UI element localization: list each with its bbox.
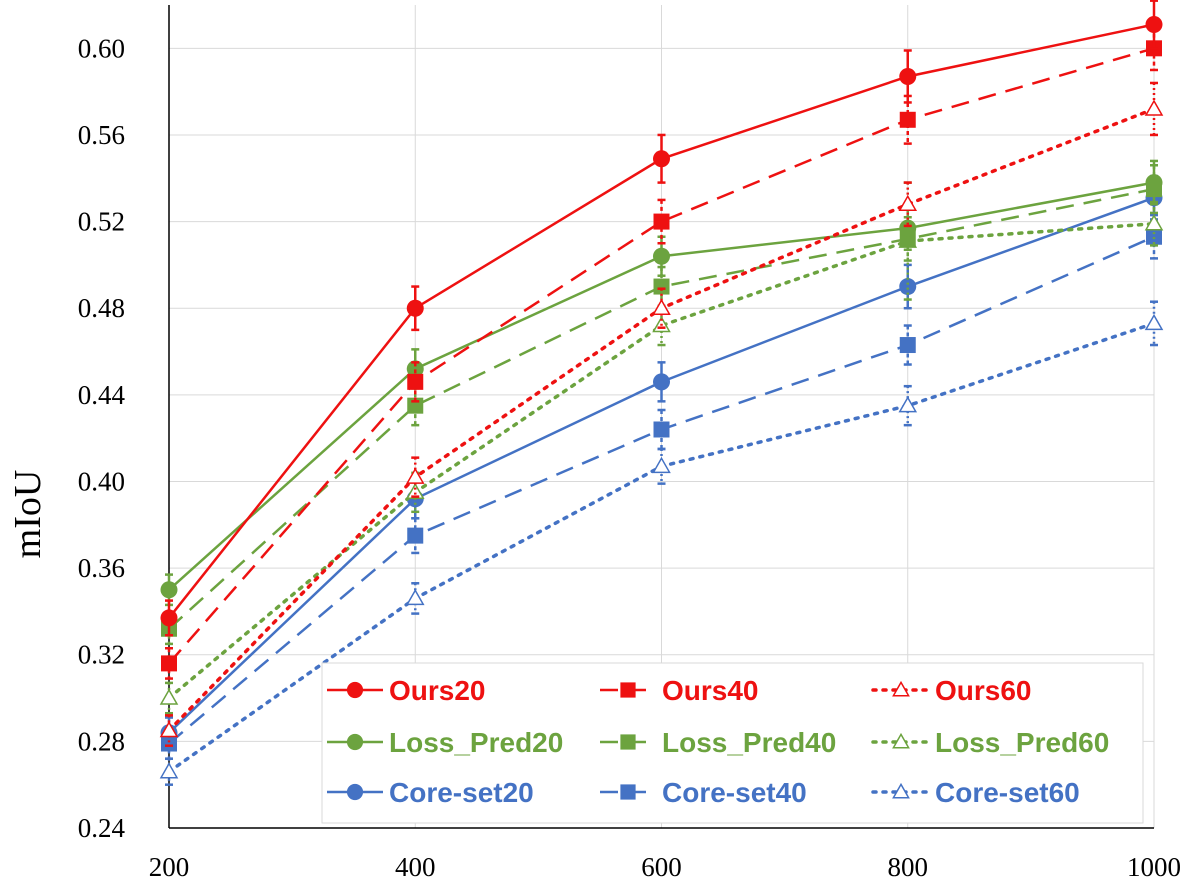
legend-item-loss_pred20: Loss_Pred20 <box>327 727 563 758</box>
y-axis-title: mIoU <box>7 470 49 559</box>
legend-item-ours60: Ours60 <box>871 675 1032 706</box>
data-point <box>653 421 670 438</box>
data-point <box>899 67 917 85</box>
data-point <box>160 609 178 627</box>
legend-marker <box>892 782 910 799</box>
legend-item-core-set40: Core-set40 <box>600 777 807 808</box>
y-tick-labels: 0.24 0.28 0.32 0.36 0.40 0.44 0.48 0.52 0.56 0.60 <box>78 33 126 843</box>
data-point <box>653 213 670 230</box>
y-tick-label: 0.60 <box>78 33 125 63</box>
data-point <box>405 467 425 484</box>
y-tick-label: 0.56 <box>78 120 125 150</box>
data-point <box>899 219 917 237</box>
data-point <box>407 373 424 390</box>
data-point <box>161 655 177 672</box>
legend-label: Core-set60 <box>935 777 1080 808</box>
legend-marker <box>892 680 910 697</box>
data-point <box>1145 174 1163 192</box>
data-point <box>1144 313 1164 331</box>
data-point <box>159 721 179 738</box>
data-point <box>160 581 178 599</box>
data-point <box>898 396 918 413</box>
legend-marker <box>346 733 364 751</box>
data-point <box>652 456 671 474</box>
legend-item-loss_pred40: Loss_Pred40 <box>600 727 836 758</box>
legend-label: Loss_Pred20 <box>389 727 563 758</box>
data-point <box>159 762 179 779</box>
legend-marker <box>346 681 364 699</box>
data-point <box>653 278 670 295</box>
data-point <box>653 373 670 391</box>
data-point <box>405 482 425 500</box>
legend-label: Core-set40 <box>662 777 807 808</box>
y-tick-label: 0.44 <box>78 380 126 410</box>
data-point <box>406 299 424 317</box>
legend-marker <box>620 682 636 698</box>
legend-label: Loss_Pred60 <box>935 727 1109 758</box>
x-tick-label: 600 <box>641 852 682 882</box>
data-point <box>1144 214 1164 231</box>
data-point <box>159 688 179 705</box>
data-point <box>652 298 671 315</box>
legend-marker <box>892 732 910 749</box>
series-line <box>168 47 1155 665</box>
legend-item-ours40: Ours40 <box>600 675 759 706</box>
legend-label: Ours40 <box>662 675 759 706</box>
data-point <box>406 360 424 378</box>
y-tick-label: 0.52 <box>78 207 125 237</box>
x-tick-label: 800 <box>888 852 929 882</box>
legend: Ours20 Ours40 Ours60 Loss_Pred20 Loss_Pred40… <box>321 662 1144 824</box>
data-point <box>1145 15 1163 33</box>
data-point <box>407 527 424 544</box>
y-tick-label: 0.24 <box>78 813 126 843</box>
data-point <box>899 278 917 296</box>
y-tick-label: 0.32 <box>78 640 125 670</box>
x-tick-label: 200 <box>149 852 190 882</box>
data-point <box>653 150 670 168</box>
series-group <box>159 0 1164 786</box>
legend-label: Ours20 <box>389 675 486 706</box>
legend-item-core-set20: Core-set20 <box>327 777 534 808</box>
series-ours20 <box>160 0 1163 637</box>
series-ours60 <box>159 81 1164 747</box>
legend-label: Ours60 <box>935 675 1032 706</box>
x-tick-labels: 200 400 600 800 1000 <box>149 852 1181 882</box>
data-point <box>1144 99 1164 116</box>
data-point <box>405 588 425 606</box>
data-point <box>1146 228 1162 245</box>
x-tick-label: 400 <box>395 852 436 882</box>
data-point <box>653 247 670 265</box>
legend-box <box>321 662 1144 824</box>
data-point <box>899 111 916 128</box>
legend-item-ours20: Ours20 <box>327 675 486 706</box>
x-tick-label: 1000 <box>1127 852 1181 882</box>
legend-marker <box>620 784 636 800</box>
legend-marker <box>346 783 364 801</box>
legend-item-loss_pred60: Loss_Pred60 <box>871 727 1109 758</box>
legend-item-core-set60: Core-set60 <box>871 777 1080 808</box>
data-point <box>898 194 918 212</box>
y-tick-label: 0.28 <box>78 726 125 756</box>
y-tick-label: 0.48 <box>78 293 125 323</box>
data-point <box>899 337 916 354</box>
y-tick-label: 0.40 <box>78 466 125 496</box>
legend-label: Loss_Pred40 <box>662 727 836 758</box>
legend-label: Core-set20 <box>389 777 534 808</box>
legend-marker <box>620 734 636 750</box>
y-tick-label: 0.36 <box>78 553 125 583</box>
series-ours40 <box>161 25 1162 680</box>
